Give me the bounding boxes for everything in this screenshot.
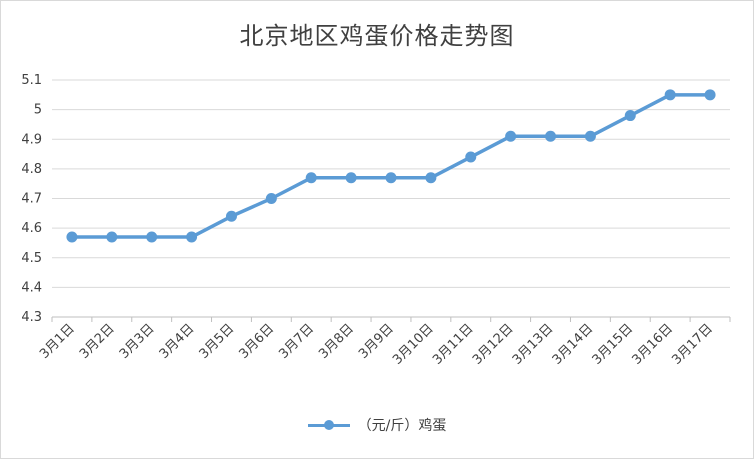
legend: （元/斤）鸡蛋 — [0, 415, 754, 435]
data-point — [66, 231, 78, 243]
y-tick-label: 5 — [34, 103, 42, 118]
data-point — [584, 130, 596, 142]
x-tick-label: 3月1日 — [37, 321, 78, 362]
data-point — [664, 89, 676, 101]
y-tick-label: 4.8 — [21, 162, 42, 177]
x-tick-label: 3月3日 — [117, 321, 158, 362]
x-tick-label: 3月11日 — [430, 321, 477, 368]
x-tick-label: 3月8日 — [316, 321, 357, 362]
legend-swatch-icon — [307, 418, 350, 432]
x-tick-label: 3月17日 — [669, 321, 716, 368]
data-point — [186, 231, 198, 243]
x-tick-label: 3月10日 — [390, 321, 437, 368]
x-tick-label: 3月2日 — [77, 321, 118, 362]
data-point — [106, 231, 118, 243]
series-line — [71, 93, 711, 239]
y-tick-label: 4.7 — [21, 192, 42, 207]
data-point — [624, 110, 636, 122]
y-tick-label: 4.6 — [21, 221, 42, 236]
x-tick-label: 3月16日 — [629, 321, 676, 368]
x-tick-label: 3月7日 — [276, 321, 317, 362]
x-tick-label: 3月12日 — [470, 321, 517, 368]
data-point — [385, 172, 397, 184]
data-point — [265, 193, 277, 204]
y-tick-label: 5.1 — [21, 73, 42, 88]
data-point — [465, 151, 477, 163]
x-tick-label: 3月14日 — [550, 321, 597, 368]
data-point — [425, 172, 437, 184]
data-point — [146, 231, 158, 243]
data-point — [545, 130, 557, 142]
data-point — [345, 172, 357, 184]
y-tick-label: 4.4 — [21, 280, 42, 295]
data-point — [225, 210, 237, 222]
data-point — [305, 172, 317, 184]
x-tick-label: 3月13日 — [510, 321, 557, 368]
legend-label: （元/斤）鸡蛋 — [357, 418, 447, 434]
x-tick-label: 3月15日 — [590, 321, 637, 368]
y-tick-label: 4.5 — [21, 251, 42, 266]
chart-title: 北京地区鸡蛋价格走势图 — [239, 22, 515, 50]
y-tick-label: 4.3 — [21, 310, 42, 325]
y-tick-label: 4.9 — [21, 132, 42, 147]
data-point — [704, 89, 716, 101]
x-tick-label: 3月6日 — [236, 321, 277, 362]
x-tick-label: 3月4日 — [157, 321, 198, 362]
x-tick-label: 3月5日 — [197, 321, 238, 362]
data-point — [505, 130, 517, 142]
